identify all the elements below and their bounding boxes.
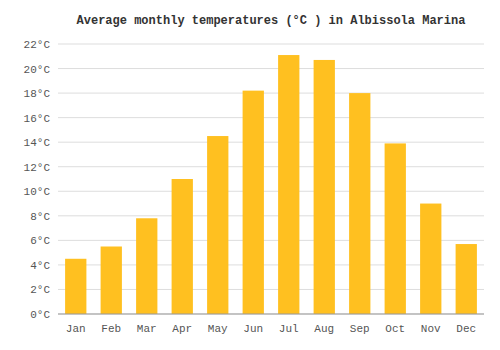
bar [278, 55, 299, 314]
y-tick-label: 22°C [24, 39, 51, 51]
x-tick-label: Jan [66, 323, 86, 335]
grid-line [58, 166, 484, 167]
y-tick-label: 0°C [30, 309, 50, 321]
x-tick-label: May [208, 323, 228, 335]
x-tick-label: Feb [101, 323, 121, 335]
y-axis: 0°C 2°C 4°C 6°C 8°C 10°C 12°C 14°C 16°C 18°C 20°C 2… [24, 39, 484, 321]
x-tick-label: Mar [137, 323, 157, 335]
bar [385, 143, 406, 314]
grid-line [58, 93, 484, 94]
x-tick-label: Jun [243, 323, 263, 335]
y-tick-label: 20°C [24, 64, 51, 76]
y-tick-label: 10°C [24, 186, 51, 198]
grid-line [58, 117, 484, 118]
y-tick-label: 8°C [30, 211, 50, 223]
x-tick-label: Nov [421, 323, 441, 335]
bar [349, 93, 370, 314]
grid-line [58, 142, 484, 143]
bar [65, 259, 86, 314]
bar [101, 247, 122, 315]
y-tick-label: 18°C [24, 88, 51, 100]
y-tick-label: 12°C [24, 162, 51, 174]
grid-line [58, 44, 484, 45]
bars [65, 55, 477, 314]
page: {"chart_data": {"type": "bar", "title": … [0, 0, 500, 350]
x-tick-label: Dec [456, 323, 476, 335]
x-axis-line [58, 314, 484, 315]
grid-line [58, 314, 484, 315]
y-tick-label: 2°C [30, 284, 50, 296]
bar [314, 60, 335, 314]
y-tick-label: 6°C [30, 235, 50, 247]
grid-line [58, 191, 484, 192]
x-axis: Jan Feb Mar Apr May Jun Jul Aug Sep Oct Nov Dec [58, 314, 484, 335]
y-tick-label: 14°C [24, 137, 51, 149]
chart: Average monthly temperatures (°C ) in Al… [0, 0, 500, 350]
y-tick-label: 4°C [30, 260, 50, 272]
x-tick-label: Aug [314, 323, 334, 335]
bar [207, 136, 228, 314]
bar [172, 179, 193, 314]
bar [456, 244, 477, 314]
x-tick-label: Jul [279, 323, 299, 335]
x-tick-label: Apr [172, 323, 192, 335]
bar [136, 218, 157, 314]
title: Average monthly temperatures (°C ) in Al… [77, 14, 466, 28]
x-tick-label: Oct [385, 323, 405, 335]
grid-line [58, 68, 484, 69]
y-tick-label: 16°C [24, 113, 51, 125]
bar [243, 91, 264, 314]
bar [420, 204, 441, 314]
x-tick-label: Sep [350, 323, 370, 335]
